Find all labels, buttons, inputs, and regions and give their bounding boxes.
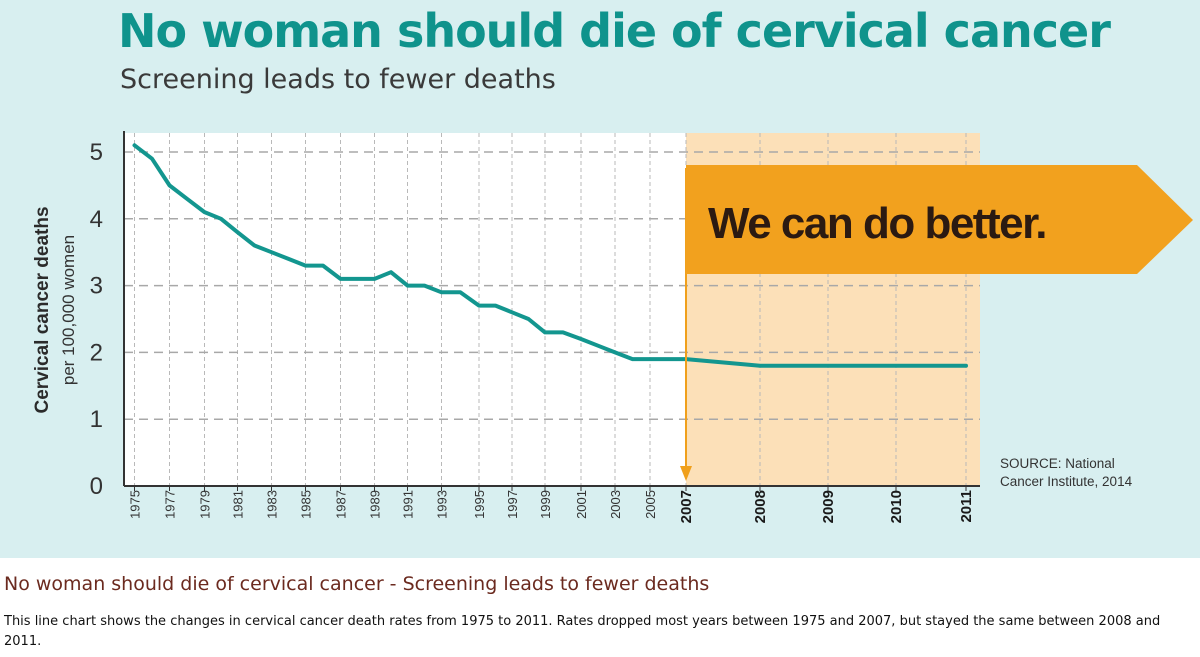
- data-points: [133, 144, 967, 367]
- axes: [123, 131, 980, 491]
- data-point-1987: [339, 278, 342, 280]
- data-point-1994: [459, 291, 462, 294]
- x-tick-label-1989: 1989: [368, 490, 383, 519]
- data-point-1977: [168, 184, 171, 187]
- x-tick-label-1991: 1991: [401, 490, 416, 519]
- x-tick-label-1995: 1995: [472, 490, 487, 519]
- x-tick-label-1987: 1987: [334, 490, 349, 519]
- data-point-2000: [562, 331, 564, 334]
- data-point-2010: [895, 364, 897, 367]
- data-point-2004: [631, 358, 634, 360]
- caption-title: No woman should die of cervical cancer -…: [4, 573, 710, 595]
- data-point-1981: [236, 231, 239, 233]
- marker-arrowhead: [680, 466, 692, 481]
- data-point-1986: [322, 264, 324, 267]
- data-point-2002: [597, 344, 599, 347]
- data-point-1998: [527, 318, 530, 320]
- y-axis-title: Cervical cancer deaths: [32, 206, 53, 413]
- x-tick-label-2009: 2009: [820, 490, 837, 523]
- data-point-1979: [203, 211, 206, 213]
- data-point-1989: [373, 278, 376, 280]
- data-point-1999: [544, 331, 546, 334]
- data-point-1988: [356, 278, 359, 280]
- data-point-1980: [220, 218, 222, 220]
- data-point-2003: [614, 351, 616, 354]
- x-tick-label-1975: 1975: [128, 490, 143, 519]
- x-tick-label-2011: 2011: [958, 490, 975, 523]
- y-tick-label-3: 3: [90, 273, 103, 300]
- data-point-2005: [649, 358, 651, 360]
- x-tick-label-2007: 2007: [678, 490, 695, 523]
- callout-text: We can do better.: [708, 199, 1046, 248]
- x-tick-label-2010: 2010: [888, 490, 905, 523]
- data-point-2001: [580, 338, 582, 340]
- chart-panel: No woman should die of cervical cancer S…: [0, 0, 1200, 558]
- data-point-1995: [478, 304, 480, 307]
- caption-description: This line chart shows the changes in cer…: [4, 614, 1161, 649]
- data-point-1975: [133, 144, 136, 147]
- y-tick-label-0: 0: [90, 473, 103, 500]
- x-tick-label-2005: 2005: [643, 490, 658, 519]
- data-point-1991: [406, 284, 409, 287]
- x-tick-label-1997: 1997: [505, 490, 520, 519]
- x-tick-labels: 1975 1977 1979 1981 1983 1985 1987 1989 1991 1993…: [128, 490, 976, 523]
- data-point-2008: [759, 364, 761, 367]
- x-tick-label-2003: 2003: [608, 490, 623, 519]
- data-point-1990: [390, 271, 392, 274]
- data-point-2006: [667, 358, 669, 360]
- y-tick-label-5: 5: [90, 139, 103, 166]
- chart-subtitle: Screening leads to fewer deaths: [120, 64, 556, 95]
- data-point-1985: [304, 264, 307, 267]
- data-point-1996: [494, 304, 497, 307]
- line-chart: 1975 1977 1979 1981 1983 1985 1987 1989 1991 1993…: [32, 131, 1193, 523]
- data-point-1976: [151, 157, 153, 160]
- source-line-2: Cancer Institute, 2014: [1000, 474, 1133, 489]
- x-tick-label-1993: 1993: [435, 490, 450, 519]
- y-axis-subtitle: per 100,000 women: [59, 235, 78, 385]
- data-point-1983: [270, 251, 273, 253]
- data-point-2009: [827, 364, 829, 367]
- chart-title: No woman should die of cervical cancer: [118, 4, 1111, 58]
- x-tick-label-2001: 2001: [574, 490, 589, 519]
- x-tick-label-1983: 1983: [265, 490, 280, 519]
- x-tick-label-1979: 1979: [198, 490, 213, 519]
- data-point-1992: [423, 284, 426, 287]
- data-point-1993: [440, 291, 443, 294]
- data-point-1978: [186, 197, 188, 200]
- data-point-1982: [253, 244, 256, 247]
- x-tick-label-1977: 1977: [163, 490, 178, 519]
- x-tick-label-1981: 1981: [231, 490, 246, 519]
- data-point-1984: [287, 258, 290, 260]
- x-tick-label-2008: 2008: [752, 490, 769, 523]
- y-tick-label-1: 1: [90, 406, 103, 433]
- x-tick-label-1999: 1999: [538, 490, 553, 519]
- y-tick-label-4: 4: [90, 206, 103, 233]
- callout-arrow: [686, 165, 1193, 274]
- source-line-1: SOURCE: National: [1000, 456, 1115, 471]
- data-point-1997: [511, 311, 513, 314]
- y-tick-labels: 0 1 2 3 4 5: [90, 139, 103, 500]
- y-tick-label-2: 2: [90, 339, 103, 366]
- data-point-2011: [965, 364, 967, 367]
- x-tick-label-1985: 1985: [299, 490, 314, 519]
